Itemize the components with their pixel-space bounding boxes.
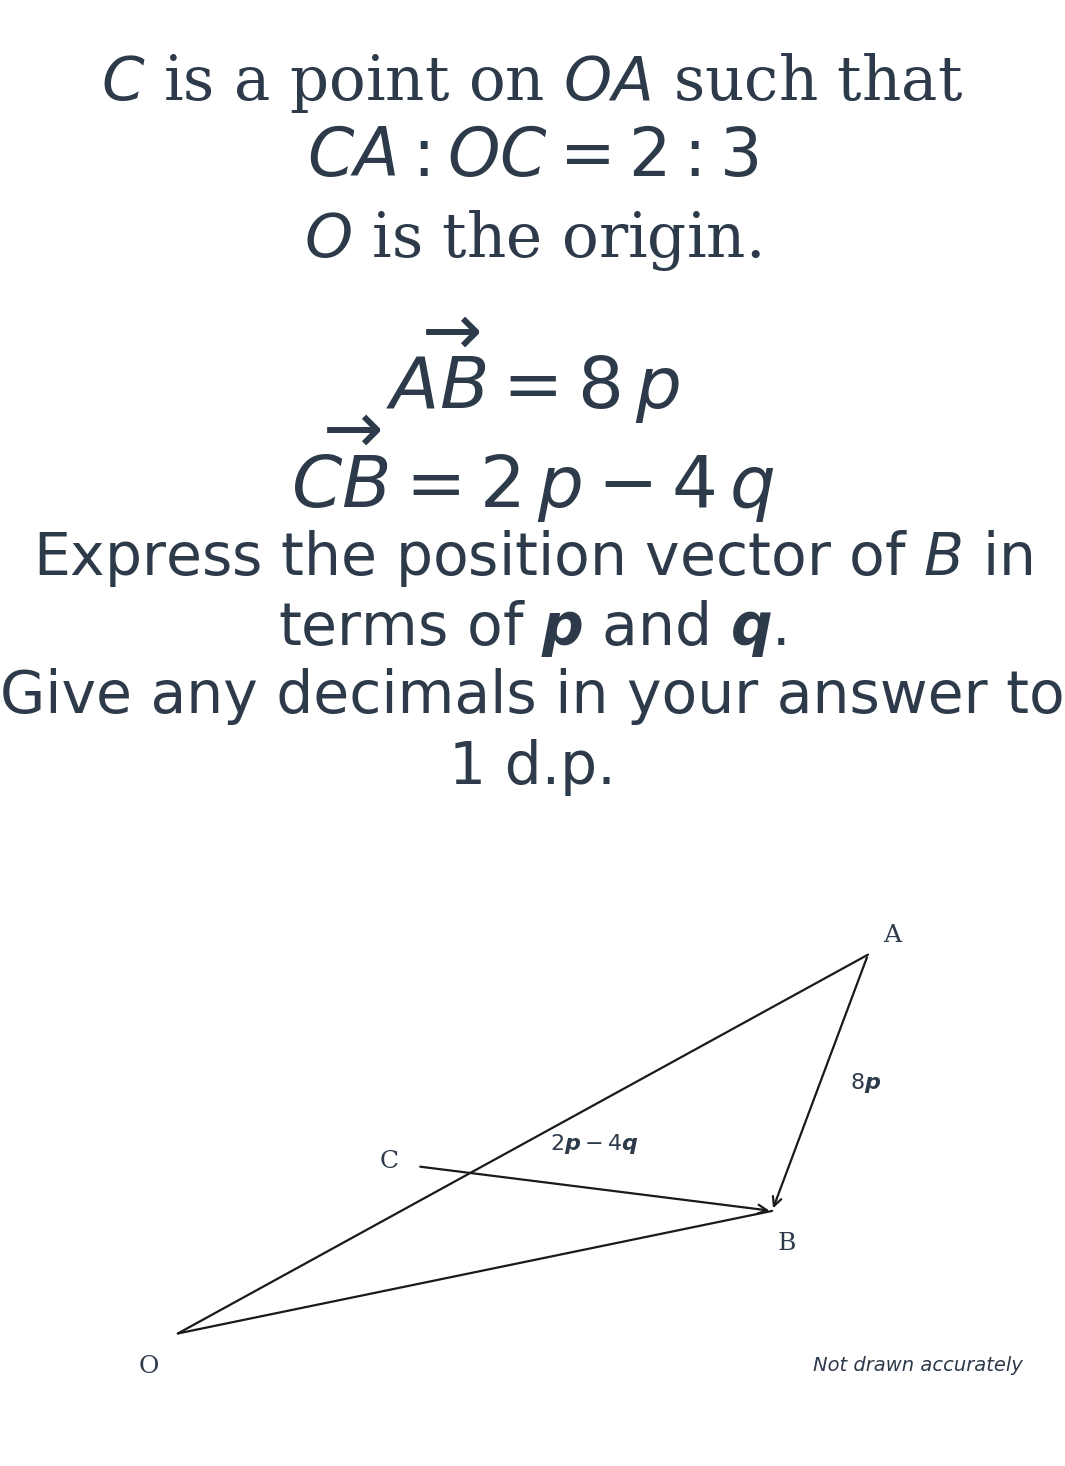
Text: Give any decimals in your answer to: Give any decimals in your answer to — [0, 668, 1065, 726]
Text: 1 d.p.: 1 d.p. — [449, 739, 616, 796]
Text: $C$ is a point on $OA$ such that: $C$ is a point on $OA$ such that — [101, 51, 964, 116]
Text: $2\boldsymbol{p} - 4\boldsymbol{q}$: $2\boldsymbol{p} - 4\boldsymbol{q}$ — [551, 1132, 639, 1157]
Text: $8\boldsymbol{p}$: $8\boldsymbol{p}$ — [850, 1070, 881, 1095]
Text: B: B — [777, 1231, 797, 1255]
Text: $\overrightarrow{CB} = 2\,\mathit{p} - 4\,\mathit{q}$: $\overrightarrow{CB} = 2\,\mathit{p} - 4… — [291, 413, 774, 525]
Text: A: A — [883, 924, 901, 947]
Text: $\overrightarrow{AB} = 8\,\mathit{p}$: $\overrightarrow{AB} = 8\,\mathit{p}$ — [386, 315, 679, 427]
Text: terms of $\boldsymbol{p}$ and $\boldsymbol{q}$.: terms of $\boldsymbol{p}$ and $\boldsymb… — [278, 598, 787, 660]
Text: $CA : OC = 2 : 3$: $CA : OC = 2 : 3$ — [307, 125, 758, 191]
Text: Not drawn accurately: Not drawn accurately — [813, 1356, 1022, 1375]
Text: $O$ is the origin.: $O$ is the origin. — [305, 208, 760, 273]
Text: O: O — [138, 1355, 159, 1378]
Text: C: C — [379, 1149, 398, 1173]
Text: Express the position vector of $B$ in: Express the position vector of $B$ in — [33, 528, 1032, 589]
